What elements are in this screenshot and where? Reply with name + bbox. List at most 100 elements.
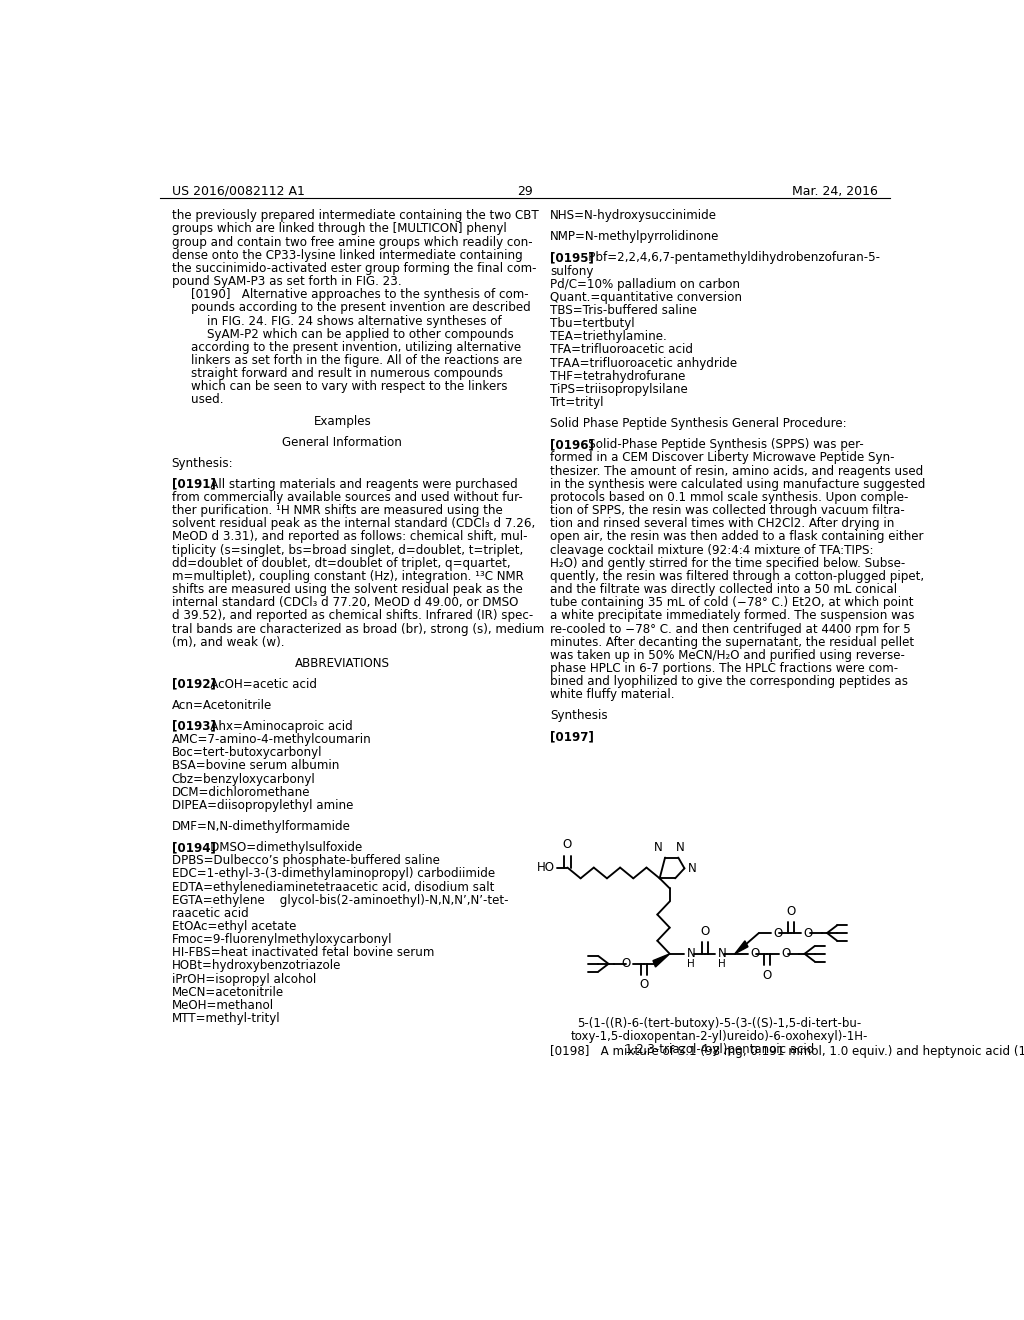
Text: ther purification. ¹H NMR shifts are measured using the: ther purification. ¹H NMR shifts are mea…: [172, 504, 503, 517]
Text: [0194]: [0194]: [172, 841, 215, 854]
Text: US 2016/0082112 A1: US 2016/0082112 A1: [172, 185, 304, 198]
Text: EDC=1-ethyl-3-(3-dimethylaminopropyl) carbodiimide: EDC=1-ethyl-3-(3-dimethylaminopropyl) ca…: [172, 867, 495, 880]
Text: [0198]   A mixture of S.1 (98 mg, 0.191 mmol, 1.0 equiv.) and heptynoic acid (12: [0198] A mixture of S.1 (98 mg, 0.191 mm…: [550, 1045, 1024, 1059]
Text: Examples: Examples: [313, 414, 371, 428]
Text: used.: used.: [191, 393, 224, 407]
Text: MeOH=methanol: MeOH=methanol: [172, 999, 273, 1012]
Text: [0196]: [0196]: [550, 438, 594, 451]
Text: a white precipitate immediately formed. The suspension was: a white precipitate immediately formed. …: [550, 610, 914, 622]
Text: DPBS=Dulbecco’s phosphate-buffered saline: DPBS=Dulbecco’s phosphate-buffered salin…: [172, 854, 439, 867]
Text: white fluffy material.: white fluffy material.: [550, 688, 675, 701]
Text: O: O: [786, 906, 796, 919]
Text: dd=doublet of doublet, dt=doublet of triplet, q=quartet,: dd=doublet of doublet, dt=doublet of tri…: [172, 557, 510, 570]
Text: d 39.52), and reported as chemical shifts. Infrared (IR) spec-: d 39.52), and reported as chemical shift…: [172, 610, 532, 622]
Text: (m), and weak (w).: (m), and weak (w).: [172, 636, 284, 648]
Text: AMC=7-amino-4-methylcoumarin: AMC=7-amino-4-methylcoumarin: [172, 733, 372, 746]
Text: quently, the resin was filtered through a cotton-plugged pipet,: quently, the resin was filtered through …: [550, 570, 925, 583]
Text: tiplicity (s=singlet, bs=broad singlet, d=doublet, t=triplet,: tiplicity (s=singlet, bs=broad singlet, …: [172, 544, 523, 557]
Text: MeOD d 3.31), and reported as follows: chemical shift, mul-: MeOD d 3.31), and reported as follows: c…: [172, 531, 527, 544]
Text: TBS=Tris-buffered saline: TBS=Tris-buffered saline: [550, 304, 697, 317]
Text: was taken up in 50% MeCN/H₂O and purified using reverse-: was taken up in 50% MeCN/H₂O and purifie…: [550, 649, 905, 661]
Text: pounds according to the present invention are described: pounds according to the present inventio…: [191, 301, 531, 314]
Text: toxy-1,5-dioxopentan-2-yl)ureido)-6-oxohexyl)-1H-: toxy-1,5-dioxopentan-2-yl)ureido)-6-oxoh…: [570, 1030, 868, 1043]
Text: and the filtrate was directly collected into a 50 mL conical: and the filtrate was directly collected …: [550, 583, 897, 597]
Text: the succinimido-activated ester group forming the final com-: the succinimido-activated ester group fo…: [172, 261, 537, 275]
Text: SyAM-P2 which can be applied to other compounds: SyAM-P2 which can be applied to other co…: [207, 327, 514, 341]
Text: group and contain two free amine groups which readily con-: group and contain two free amine groups …: [172, 235, 532, 248]
Text: [0192]: [0192]: [172, 677, 215, 690]
Text: Boc=tert-butoxycarbonyl: Boc=tert-butoxycarbonyl: [172, 746, 323, 759]
Text: Mar. 24, 2016: Mar. 24, 2016: [793, 185, 878, 198]
Text: shifts are measured using the solvent residual peak as the: shifts are measured using the solvent re…: [172, 583, 522, 597]
Text: [0190]   Alternative approaches to the synthesis of com-: [0190] Alternative approaches to the syn…: [191, 288, 529, 301]
Text: in FIG. 24. FIG. 24 shows alternative syntheses of: in FIG. 24. FIG. 24 shows alternative sy…: [207, 314, 502, 327]
Text: DMF=N,N-dimethylformamide: DMF=N,N-dimethylformamide: [172, 820, 350, 833]
Text: TFA=trifluoroacetic acid: TFA=trifluoroacetic acid: [550, 343, 693, 356]
Text: Pd/C=10% palladium on carbon: Pd/C=10% palladium on carbon: [550, 277, 740, 290]
Text: All starting materials and reagents were purchased: All starting materials and reagents were…: [199, 478, 517, 491]
Text: Cbz=benzyloxycarbonyl: Cbz=benzyloxycarbonyl: [172, 772, 315, 785]
Text: 1,2,3-triazol-4-yl)pentanoic acid: 1,2,3-triazol-4-yl)pentanoic acid: [625, 1043, 814, 1056]
Text: Solid-Phase Peptide Synthesis (SPPS) was per-: Solid-Phase Peptide Synthesis (SPPS) was…: [578, 438, 864, 451]
Text: minutes. After decanting the supernatant, the residual pellet: minutes. After decanting the supernatant…: [550, 636, 914, 648]
Text: EDTA=ethylenediaminetetraacetic acid, disodium salt: EDTA=ethylenediaminetetraacetic acid, di…: [172, 880, 494, 894]
Text: NHS=N-hydroxysuccinimide: NHS=N-hydroxysuccinimide: [550, 210, 717, 222]
Text: thesizer. The amount of resin, amino acids, and reagents used: thesizer. The amount of resin, amino aci…: [550, 465, 924, 478]
Text: HI-FBS=heat inactivated fetal bovine serum: HI-FBS=heat inactivated fetal bovine ser…: [172, 946, 434, 960]
Text: BSA=bovine serum albumin: BSA=bovine serum albumin: [172, 759, 339, 772]
Text: phase HPLC in 6-7 portions. The HPLC fractions were com-: phase HPLC in 6-7 portions. The HPLC fra…: [550, 663, 898, 675]
Text: Solid Phase Peptide Synthesis General Procedure:: Solid Phase Peptide Synthesis General Pr…: [550, 417, 847, 430]
Text: tube containing 35 mL of cold (−78° C.) Et2O, at which point: tube containing 35 mL of cold (−78° C.) …: [550, 597, 913, 610]
Text: according to the present invention, utilizing alternative: according to the present invention, util…: [191, 341, 521, 354]
Text: TiPS=triisopropylsilane: TiPS=triisopropylsilane: [550, 383, 688, 396]
Polygon shape: [735, 941, 748, 954]
Text: HOBt=hydroxybenzotriazole: HOBt=hydroxybenzotriazole: [172, 960, 341, 973]
Text: pound SyAM-P3 as set forth in FIG. 23.: pound SyAM-P3 as set forth in FIG. 23.: [172, 275, 401, 288]
Text: O: O: [773, 927, 782, 940]
Text: 29: 29: [517, 185, 532, 198]
Text: THF=tetrahydrofurane: THF=tetrahydrofurane: [550, 370, 686, 383]
Text: MTT=methyl-trityl: MTT=methyl-trityl: [172, 1012, 281, 1026]
Text: the previously prepared intermediate containing the two CBT: the previously prepared intermediate con…: [172, 210, 539, 222]
Text: HO: HO: [537, 861, 555, 874]
Text: H: H: [718, 960, 726, 969]
Text: AcOH=acetic acid: AcOH=acetic acid: [199, 677, 316, 690]
Text: dense onto the CP33-lysine linked intermediate containing: dense onto the CP33-lysine linked interm…: [172, 248, 522, 261]
Text: O: O: [763, 969, 772, 982]
Text: H₂O) and gently stirred for the time specified below. Subse-: H₂O) and gently stirred for the time spe…: [550, 557, 905, 570]
Text: straight forward and result in numerous compounds: straight forward and result in numerous …: [191, 367, 504, 380]
Text: O: O: [751, 948, 760, 961]
Text: MeCN=acetonitrile: MeCN=acetonitrile: [172, 986, 284, 999]
Text: O: O: [563, 838, 572, 851]
Text: tral bands are characterized as broad (br), strong (s), medium: tral bands are characterized as broad (b…: [172, 623, 544, 635]
Text: which can be seen to vary with respect to the linkers: which can be seen to vary with respect t…: [191, 380, 508, 393]
Text: linkers as set forth in the figure. All of the reactions are: linkers as set forth in the figure. All …: [191, 354, 522, 367]
Text: solvent residual peak as the internal standard (CDCl₃ d 7.26,: solvent residual peak as the internal st…: [172, 517, 535, 531]
Text: tion of SPPS, the resin was collected through vacuum filtra-: tion of SPPS, the resin was collected th…: [550, 504, 905, 517]
Text: Synthesis:: Synthesis:: [172, 457, 233, 470]
Text: N: N: [654, 841, 663, 854]
Text: Pbf=2,2,4,6,7-pentamethyldihydrobenzofuran-5-: Pbf=2,2,4,6,7-pentamethyldihydrobenzofur…: [578, 251, 881, 264]
Text: O: O: [781, 948, 791, 961]
Text: formed in a CEM Discover Liberty Microwave Peptide Syn-: formed in a CEM Discover Liberty Microwa…: [550, 451, 895, 465]
Text: Fmoc=9-fluorenylmethyloxycarbonyl: Fmoc=9-fluorenylmethyloxycarbonyl: [172, 933, 392, 946]
Text: O: O: [700, 925, 710, 939]
Text: iPrOH=isopropyl alcohol: iPrOH=isopropyl alcohol: [172, 973, 315, 986]
Text: m=multiplet), coupling constant (Hz), integration. ¹³C NMR: m=multiplet), coupling constant (Hz), in…: [172, 570, 523, 583]
Text: [0191]: [0191]: [172, 478, 215, 491]
Text: sulfony: sulfony: [550, 264, 594, 277]
Text: DCM=dichloromethane: DCM=dichloromethane: [172, 785, 310, 799]
Text: H: H: [687, 960, 694, 969]
Text: TFAA=trifluoroacetic anhydride: TFAA=trifluoroacetic anhydride: [550, 356, 737, 370]
Text: O: O: [804, 927, 813, 940]
Text: DIPEA=diisopropylethyl amine: DIPEA=diisopropylethyl amine: [172, 799, 353, 812]
Text: DMSO=dimethylsulfoxide: DMSO=dimethylsulfoxide: [199, 841, 362, 854]
Text: N: N: [687, 862, 696, 875]
Polygon shape: [653, 954, 670, 968]
Text: raacetic acid: raacetic acid: [172, 907, 249, 920]
Text: 5-(1-((R)-6-(tert-butoxy)-5-(3-((S)-1,5-di-tert-bu-: 5-(1-((R)-6-(tert-butoxy)-5-(3-((S)-1,5-…: [578, 1016, 861, 1030]
Text: General Information: General Information: [283, 436, 402, 449]
Text: N: N: [687, 948, 695, 961]
Text: Acn=Acetonitrile: Acn=Acetonitrile: [172, 698, 272, 711]
Text: cleavage cocktail mixture (92:4:4 mixture of TFA:TIPS:: cleavage cocktail mixture (92:4:4 mixtur…: [550, 544, 873, 557]
